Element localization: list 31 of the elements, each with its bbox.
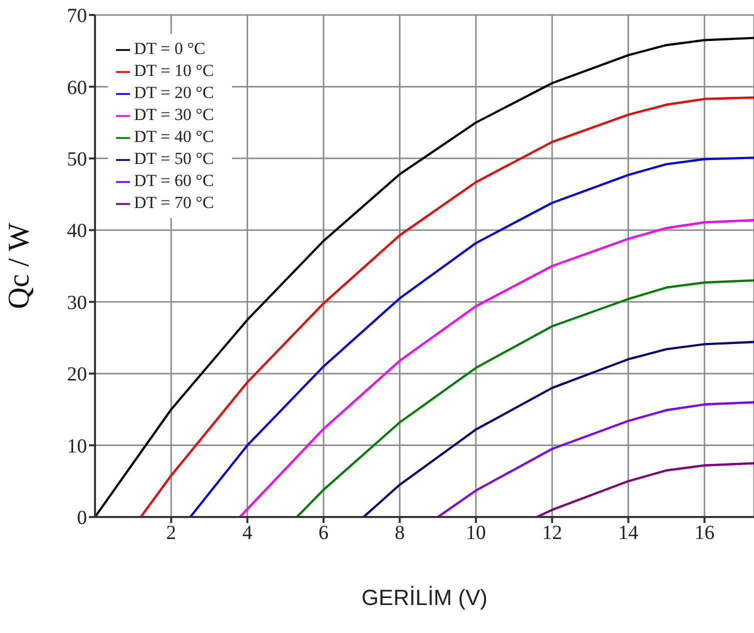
line-series (436, 401, 754, 517)
y-tick-label: 50 (67, 148, 87, 171)
x-tick-label: 6 (318, 522, 329, 544)
y-axis-title: Qc / W (2, 222, 36, 310)
x-tick-label: 12 (542, 522, 562, 544)
y-tick-label: 30 (67, 292, 87, 314)
x-tick-label: 10 (466, 522, 486, 544)
x-tick-label: 8 (394, 522, 405, 544)
line-series (536, 462, 754, 517)
legend-label: DT = 10 °C (134, 61, 214, 80)
x-tick-label: 14 (618, 522, 638, 544)
y-tick-label: 60 (67, 76, 87, 99)
legend-label: DT = 40 °C (134, 127, 214, 146)
x-tick-label: 2 (166, 522, 176, 544)
legend-label: DT = 30 °C (134, 105, 214, 124)
legend-label: DT = 50 °C (134, 149, 214, 168)
line-series (238, 219, 754, 517)
legend-label: DT = 20 °C (134, 83, 214, 102)
legend-label: DT = 70 °C (134, 193, 214, 212)
line-series (362, 340, 754, 517)
y-tick-label: 0 (77, 507, 87, 530)
y-tick-label: 70 (67, 5, 87, 28)
y-tick-label: 10 (67, 435, 87, 458)
y-tick-label: 40 (67, 220, 87, 242)
line-series (296, 279, 754, 517)
x-axis-title: GERİLİM (V) (362, 585, 488, 610)
legend-label: DT = 0 °C (134, 39, 206, 58)
x-tick-label: 16 (694, 522, 714, 544)
y-tick-label: 20 (67, 364, 87, 386)
legend-label: DT = 60 °C (134, 171, 214, 190)
x-tick-label: 4 (242, 522, 252, 544)
